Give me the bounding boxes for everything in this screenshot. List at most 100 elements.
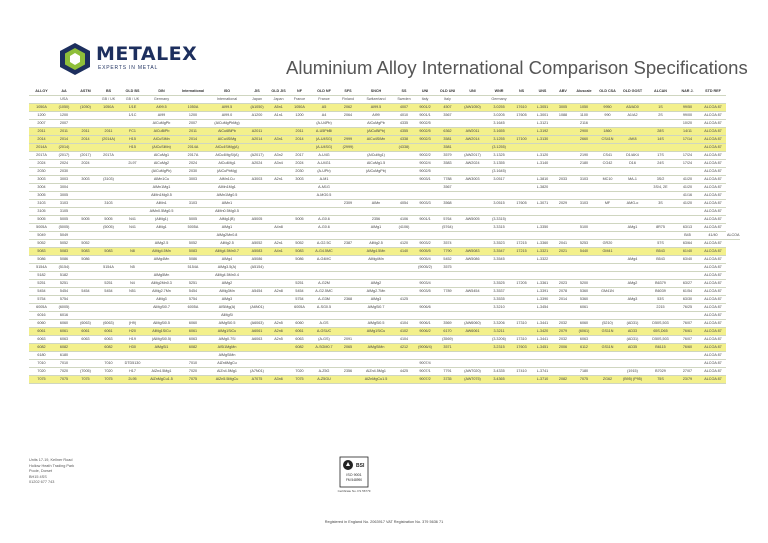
table-cell xyxy=(145,359,178,368)
table-cell: 3.3545 xyxy=(486,255,512,264)
table-cell: AlMgSiMn xyxy=(208,351,246,360)
table-cell: (6061) xyxy=(572,327,596,336)
table-cell: L-3820 xyxy=(531,183,554,192)
column-header: WNR xyxy=(486,88,512,96)
table-cell xyxy=(358,311,394,320)
table-cell: 2190 xyxy=(572,151,596,160)
table-cell xyxy=(459,311,486,320)
table-cell: 76/61 xyxy=(675,327,700,336)
table-cell xyxy=(145,311,178,320)
table-cell: 99/50 xyxy=(675,103,700,112)
table-cell xyxy=(268,295,289,304)
table-cell: AlMn1 xyxy=(208,199,246,208)
table-cell: 5083 xyxy=(178,247,208,256)
table-cell xyxy=(572,191,596,200)
table-cell xyxy=(512,287,531,296)
table-cell xyxy=(531,207,554,216)
table-cell xyxy=(554,151,572,160)
table-cell xyxy=(572,143,596,152)
table-cell: AD33 xyxy=(619,327,646,336)
table-cell xyxy=(554,183,572,192)
table-cell xyxy=(554,367,572,376)
table-cell xyxy=(310,311,338,320)
column-subheader xyxy=(74,95,97,104)
table-cell: 5452 xyxy=(436,255,459,264)
table-cell: (2017) xyxy=(54,151,74,160)
table-cell: 3.1255 xyxy=(486,135,512,144)
table-cell: 6082 xyxy=(54,343,74,352)
table-cell: 2011 xyxy=(54,127,74,136)
table-cell: 5083 xyxy=(97,247,120,256)
table-cell: ALCOA 87 xyxy=(700,375,726,384)
table-cell: 4335 xyxy=(394,119,414,128)
table-cell: (6063) xyxy=(74,319,97,328)
table-cell: 5454 xyxy=(74,287,97,296)
table-cell: A-G2M xyxy=(310,279,338,288)
table-cell: 3.3535 xyxy=(486,295,512,304)
table-cell: 2082 xyxy=(554,375,572,384)
table-cell xyxy=(310,207,338,216)
table-cell: AlMg1(B) xyxy=(208,215,246,224)
table-cell xyxy=(97,303,120,312)
table-cell: A3003 xyxy=(246,175,268,184)
table-cell: 9002/5 xyxy=(414,167,436,176)
table-cell: 3.0255 xyxy=(486,103,512,112)
table-cell xyxy=(596,119,619,128)
table-cell: 7075 xyxy=(289,375,310,384)
table-cell: A-G0.6 xyxy=(310,223,338,232)
table-cell: 6082 xyxy=(178,343,208,352)
table-cell: AlCuMg2 xyxy=(145,159,178,168)
table-cell xyxy=(74,191,97,200)
table-cell: AlCuBiPb xyxy=(145,127,178,136)
table-row: 6063 6063 6063 6063 H19 (AlMgSi0.5) 6063 AlMg0.… xyxy=(29,335,740,344)
alloy-cell: 3005 xyxy=(29,191,54,200)
table-cell: 2032 xyxy=(554,319,572,328)
table-cell: (AlMg1) xyxy=(145,215,178,224)
table-cell: 2215 xyxy=(646,303,675,312)
table-cell: 63/40 xyxy=(675,255,700,264)
table-cell: Al99 xyxy=(358,111,394,120)
table-cell: A1n1 xyxy=(268,111,289,120)
table-cell: (A6063) xyxy=(246,319,268,328)
table-cell: 2660 xyxy=(572,135,596,144)
alloy-cell: 7075 xyxy=(29,375,54,384)
table-cell: 2007 xyxy=(54,119,74,128)
cert-caption: Certificate No. FS 56779 xyxy=(338,489,371,493)
table-cell: AlCu4MgSi(A) xyxy=(208,151,246,160)
table-cell: 2021 xyxy=(554,247,572,256)
table-cell: AlMg2.5 xyxy=(145,239,178,248)
table-cell xyxy=(74,183,97,192)
table-cell xyxy=(97,143,120,152)
table-cell xyxy=(74,111,97,120)
table-cell: 1050 xyxy=(572,103,596,112)
table-cell: (3.3206) xyxy=(486,335,512,344)
table-cell xyxy=(289,351,310,360)
table-cell: 9002/5 xyxy=(414,127,436,136)
table-cell: H30 xyxy=(120,343,145,352)
table-cell: A3n2 xyxy=(268,151,289,160)
table-row: 2014 2014 2014 (2014A) H15 AlCuSiMn 2014 AlCu4S… xyxy=(29,135,740,144)
table-cell xyxy=(74,359,97,368)
table-cell xyxy=(512,231,531,240)
table-cell xyxy=(436,207,459,216)
table-cell xyxy=(619,359,646,368)
table-cell xyxy=(554,263,572,272)
table-cell: 7075 xyxy=(572,375,596,384)
table-cell xyxy=(414,183,436,192)
table-header-row: ALLOY AA ASTM BS OLD BS DIN International ISO JI… xyxy=(29,88,740,96)
table-cell xyxy=(145,351,178,360)
table-cell: 2180 xyxy=(572,159,596,168)
table-cell: A-GS xyxy=(310,319,338,328)
table-cell xyxy=(338,263,358,272)
table-cell xyxy=(268,311,289,320)
table-cell: AlMg3 xyxy=(145,295,178,304)
table-cell: (5210) xyxy=(596,319,619,328)
table-cell: (AW1050) xyxy=(459,103,486,112)
table-cell xyxy=(74,143,97,152)
table-cell: CS41 xyxy=(596,151,619,160)
table-cell xyxy=(97,239,120,248)
table-cell: ALCOA 87 xyxy=(700,215,726,224)
table-cell xyxy=(459,351,486,360)
table-cell: L-3192 xyxy=(531,127,554,136)
table-cell xyxy=(459,143,486,152)
